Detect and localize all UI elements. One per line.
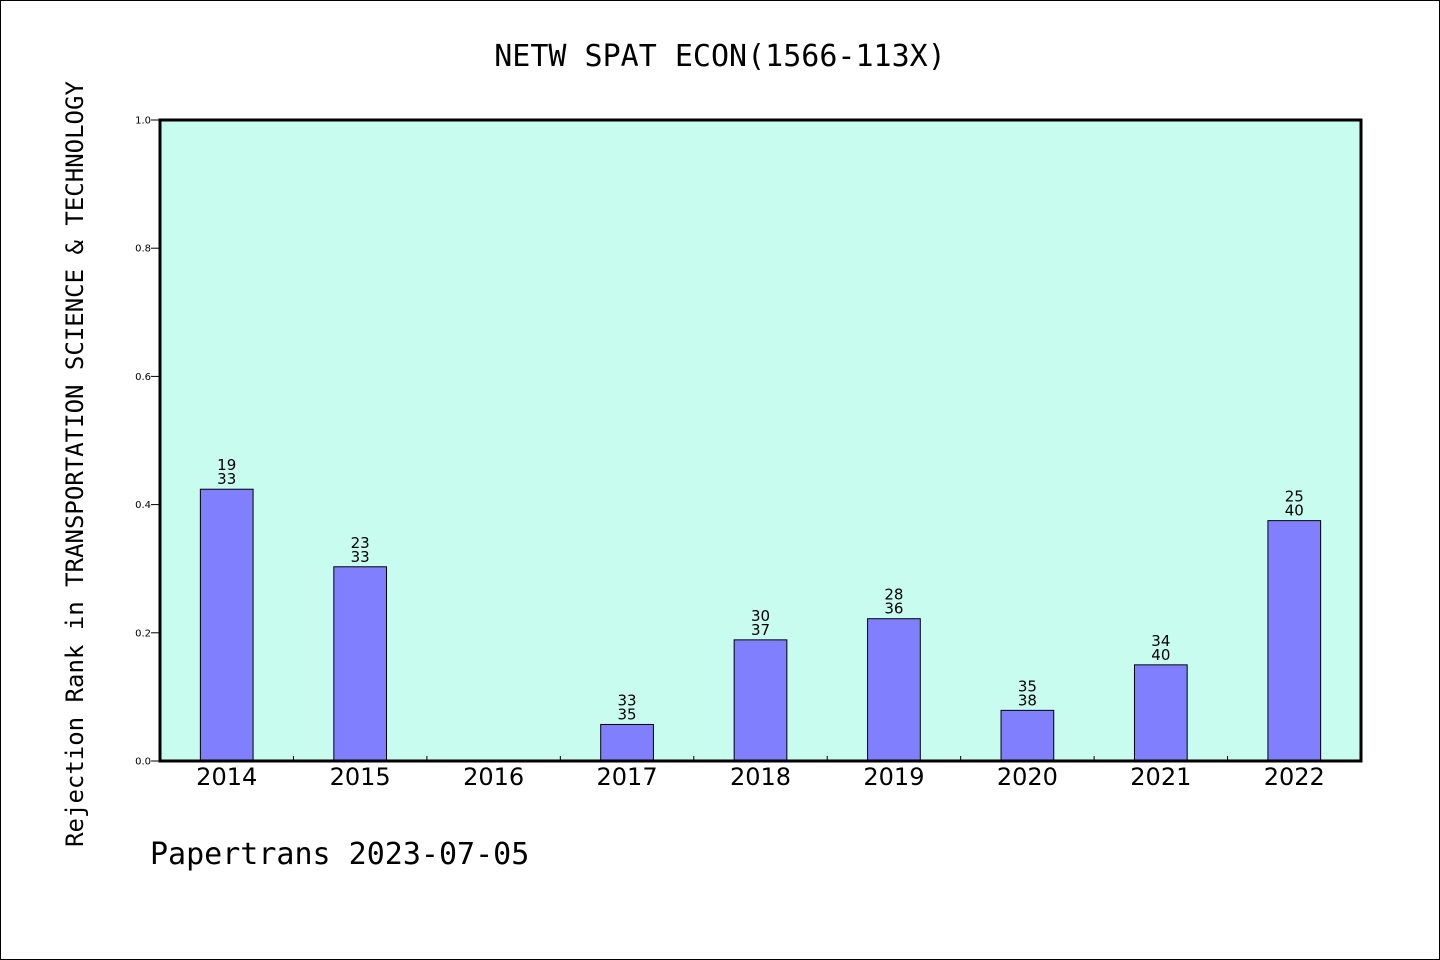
bar-label-bottom: 40 <box>1151 646 1170 664</box>
x-tick-label: 2017 <box>597 763 658 791</box>
y-axis-ticks: 0.0 0.2 0.4 0.6 0.8 1.0 <box>135 116 160 768</box>
y-tick-label: 0.2 <box>135 628 151 639</box>
bar-label-top: 35 <box>1018 677 1037 695</box>
bar-label-bottom: 35 <box>618 705 637 723</box>
x-tick-label: 2022 <box>1264 763 1325 791</box>
bar-label-top: 25 <box>1285 488 1304 506</box>
bar-label-bottom: 36 <box>884 600 903 618</box>
bar-2020 <box>1000 709 1055 762</box>
bar-label-top: 28 <box>884 586 903 604</box>
x-tick-label: 2016 <box>463 763 524 791</box>
x-tick-label: 2018 <box>730 763 791 791</box>
bar-label-top: 19 <box>217 456 236 474</box>
y-tick-label: 0.6 <box>135 372 151 383</box>
bar-2014 <box>199 488 254 762</box>
bar-label-top: 30 <box>751 607 770 625</box>
bar-label-bottom: 33 <box>217 470 236 488</box>
bar-label-bottom: 33 <box>351 548 370 566</box>
bars <box>199 488 1322 762</box>
bar-label-top: 34 <box>1151 632 1170 650</box>
bar-2022 <box>1267 520 1322 762</box>
bar-2017 <box>600 723 654 762</box>
y-tick-label: 0.0 <box>135 757 151 768</box>
bar-label-bottom: 37 <box>751 621 770 639</box>
y-tick-label: 0.8 <box>135 244 151 255</box>
x-axis-ticks: 2014 2015 2016 2017 2018 2019 2020 2021 2022 <box>196 756 1325 791</box>
chart-title: NETW SPAT ECON(1566-113X) <box>494 39 946 74</box>
bar-label-top: 23 <box>351 534 370 552</box>
bar-2021 <box>1133 664 1188 762</box>
bar-2018 <box>733 639 788 762</box>
y-axis-label: Rejection Rank in TRANSPORTATION SCIENCE… <box>61 81 89 847</box>
bar-2015 <box>333 566 388 762</box>
x-tick-label: 2015 <box>330 763 391 791</box>
y-tick-label: 0.4 <box>135 500 151 511</box>
bar-label-bottom: 40 <box>1285 502 1304 520</box>
y-tick-label: 1.0 <box>135 116 151 127</box>
x-tick-label: 2014 <box>196 763 257 791</box>
plot-border <box>158 118 1363 763</box>
x-tick-label: 2021 <box>1130 763 1191 791</box>
bar-label-bottom: 38 <box>1018 691 1037 709</box>
bar-label-top: 33 <box>618 691 637 709</box>
x-tick-label: 2019 <box>863 763 924 791</box>
footer-text: Papertrans 2023-07-05 <box>150 837 529 872</box>
x-tick-label: 2020 <box>997 763 1058 791</box>
bar-2019 <box>867 618 921 762</box>
